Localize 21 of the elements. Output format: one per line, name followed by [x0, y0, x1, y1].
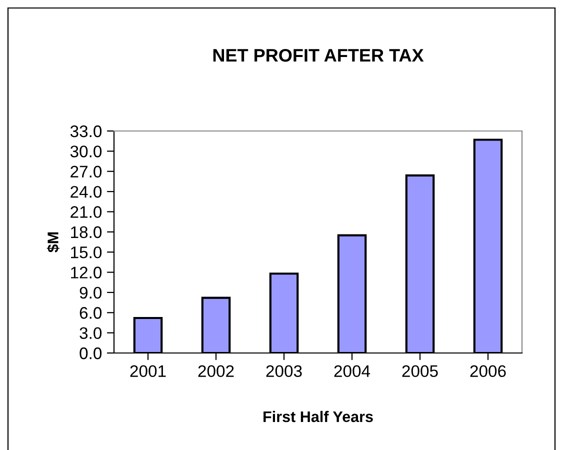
chart-title: NET PROFIT AFTER TAX [213, 48, 424, 62]
y-tick-label: 0.0 [80, 347, 102, 360]
y-tick-label: 33.0 [70, 125, 102, 138]
x-tick-label: 2004 [334, 365, 370, 378]
y-tick-label: 9.0 [80, 286, 102, 299]
x-tick-label: 2006 [470, 365, 506, 378]
y-tick-label: 21.0 [70, 206, 102, 218]
x-tick-label: 2001 [130, 365, 166, 378]
x-tick-label: 2005 [402, 365, 438, 378]
y-tick-label: 3.0 [80, 327, 102, 340]
y-tick-label: 27.0 [70, 166, 102, 178]
y-tick-label: 18.0 [71, 226, 102, 238]
y-tick-label: 24.0 [70, 186, 102, 198]
x-tick-label: 2003 [266, 365, 302, 378]
x-axis-title: First Half Years [264, 410, 373, 422]
y-tick-label: 6.0 [80, 307, 102, 319]
x-tick-label: 2002 [198, 365, 234, 378]
y-tick-label: 30.0 [70, 146, 102, 158]
y-tick-label: 12.0 [71, 266, 102, 278]
y-tick-label: 15.0 [71, 246, 102, 258]
y-axis-title: $M [46, 232, 60, 252]
